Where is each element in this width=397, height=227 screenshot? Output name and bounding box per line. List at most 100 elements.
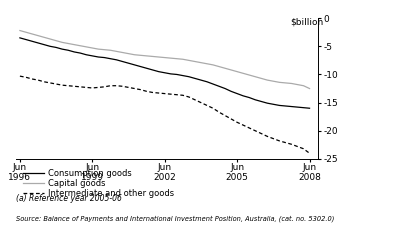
Capital goods: [168, 57, 173, 59]
Intermediate and other goods: [193, 99, 197, 101]
Intermediate and other goods: [198, 101, 203, 104]
Intermediate and other goods: [235, 121, 239, 124]
Consumption goods: [247, 96, 252, 99]
Intermediate and other goods: [60, 84, 65, 86]
Intermediate and other goods: [181, 94, 185, 97]
Consumption goods: [253, 99, 258, 101]
Capital goods: [78, 44, 83, 47]
Consumption goods: [114, 59, 119, 61]
Consumption goods: [235, 92, 239, 95]
Consumption goods: [187, 75, 191, 78]
Consumption goods: [283, 105, 288, 107]
Consumption goods: [42, 43, 46, 46]
Intermediate and other goods: [168, 93, 173, 96]
Intermediate and other goods: [48, 81, 52, 84]
Consumption goods: [138, 65, 143, 68]
Consumption goods: [168, 73, 173, 75]
Capital goods: [259, 77, 264, 80]
Consumption goods: [54, 46, 58, 49]
Consumption goods: [23, 38, 28, 41]
Intermediate and other goods: [96, 86, 101, 89]
Intermediate and other goods: [174, 93, 179, 96]
Capital goods: [138, 54, 143, 57]
Consumption goods: [211, 83, 216, 85]
Line: Consumption goods: Consumption goods: [20, 38, 310, 108]
Intermediate and other goods: [138, 88, 143, 91]
Consumption goods: [229, 90, 233, 93]
Capital goods: [181, 58, 185, 61]
Consumption goods: [259, 100, 264, 103]
Intermediate and other goods: [102, 86, 107, 88]
Consumption goods: [217, 85, 222, 88]
Capital goods: [271, 80, 276, 83]
Consumption goods: [277, 104, 282, 107]
Capital goods: [72, 43, 77, 46]
Intermediate and other goods: [156, 92, 161, 94]
Capital goods: [174, 57, 179, 60]
Capital goods: [162, 56, 167, 59]
Intermediate and other goods: [90, 87, 95, 89]
Consumption goods: [60, 48, 65, 50]
Consumption goods: [48, 45, 52, 48]
Capital goods: [241, 72, 246, 75]
Intermediate and other goods: [283, 141, 288, 144]
Capital goods: [265, 79, 270, 81]
Intermediate and other goods: [307, 152, 312, 155]
Intermediate and other goods: [30, 78, 35, 80]
Consumption goods: [174, 73, 179, 76]
Capital goods: [283, 81, 288, 84]
Intermediate and other goods: [211, 107, 216, 110]
Intermediate and other goods: [144, 90, 149, 93]
Intermediate and other goods: [265, 135, 270, 138]
Capital goods: [301, 84, 306, 87]
Capital goods: [295, 83, 300, 86]
Capital goods: [204, 62, 209, 65]
Line: Capital goods: Capital goods: [20, 31, 310, 89]
Capital goods: [84, 45, 89, 48]
Intermediate and other goods: [114, 84, 119, 87]
Capital goods: [193, 60, 197, 63]
Intermediate and other goods: [108, 84, 113, 87]
Intermediate and other goods: [23, 76, 28, 79]
Capital goods: [307, 87, 312, 90]
Consumption goods: [204, 80, 209, 83]
Consumption goods: [198, 79, 203, 81]
Line: Intermediate and other goods: Intermediate and other goods: [20, 76, 310, 153]
Capital goods: [223, 67, 227, 70]
Capital goods: [217, 65, 222, 68]
Consumption goods: [66, 49, 71, 52]
Consumption goods: [156, 70, 161, 73]
Consumption goods: [36, 42, 40, 44]
Intermediate and other goods: [36, 79, 40, 81]
Intermediate and other goods: [289, 143, 294, 146]
Consumption goods: [108, 57, 113, 60]
Consumption goods: [162, 72, 167, 74]
Intermediate and other goods: [204, 104, 209, 107]
Intermediate and other goods: [223, 114, 227, 117]
Intermediate and other goods: [132, 87, 137, 90]
Intermediate and other goods: [277, 140, 282, 142]
Intermediate and other goods: [84, 86, 89, 89]
Capital goods: [229, 69, 233, 71]
Consumption goods: [72, 51, 77, 53]
Capital goods: [54, 39, 58, 42]
Capital goods: [198, 61, 203, 64]
Capital goods: [90, 47, 95, 49]
Capital goods: [156, 56, 161, 58]
Consumption goods: [120, 60, 125, 63]
Consumption goods: [90, 54, 95, 57]
Capital goods: [126, 52, 131, 55]
Consumption goods: [102, 56, 107, 59]
Capital goods: [102, 48, 107, 51]
Intermediate and other goods: [187, 96, 191, 98]
Capital goods: [23, 31, 28, 34]
Consumption goods: [301, 106, 306, 109]
Intermediate and other goods: [247, 127, 252, 129]
Capital goods: [235, 70, 239, 73]
Consumption goods: [17, 37, 22, 39]
Capital goods: [36, 34, 40, 37]
Consumption goods: [78, 52, 83, 54]
Intermediate and other goods: [259, 132, 264, 135]
Capital goods: [114, 50, 119, 53]
Intermediate and other goods: [271, 137, 276, 140]
